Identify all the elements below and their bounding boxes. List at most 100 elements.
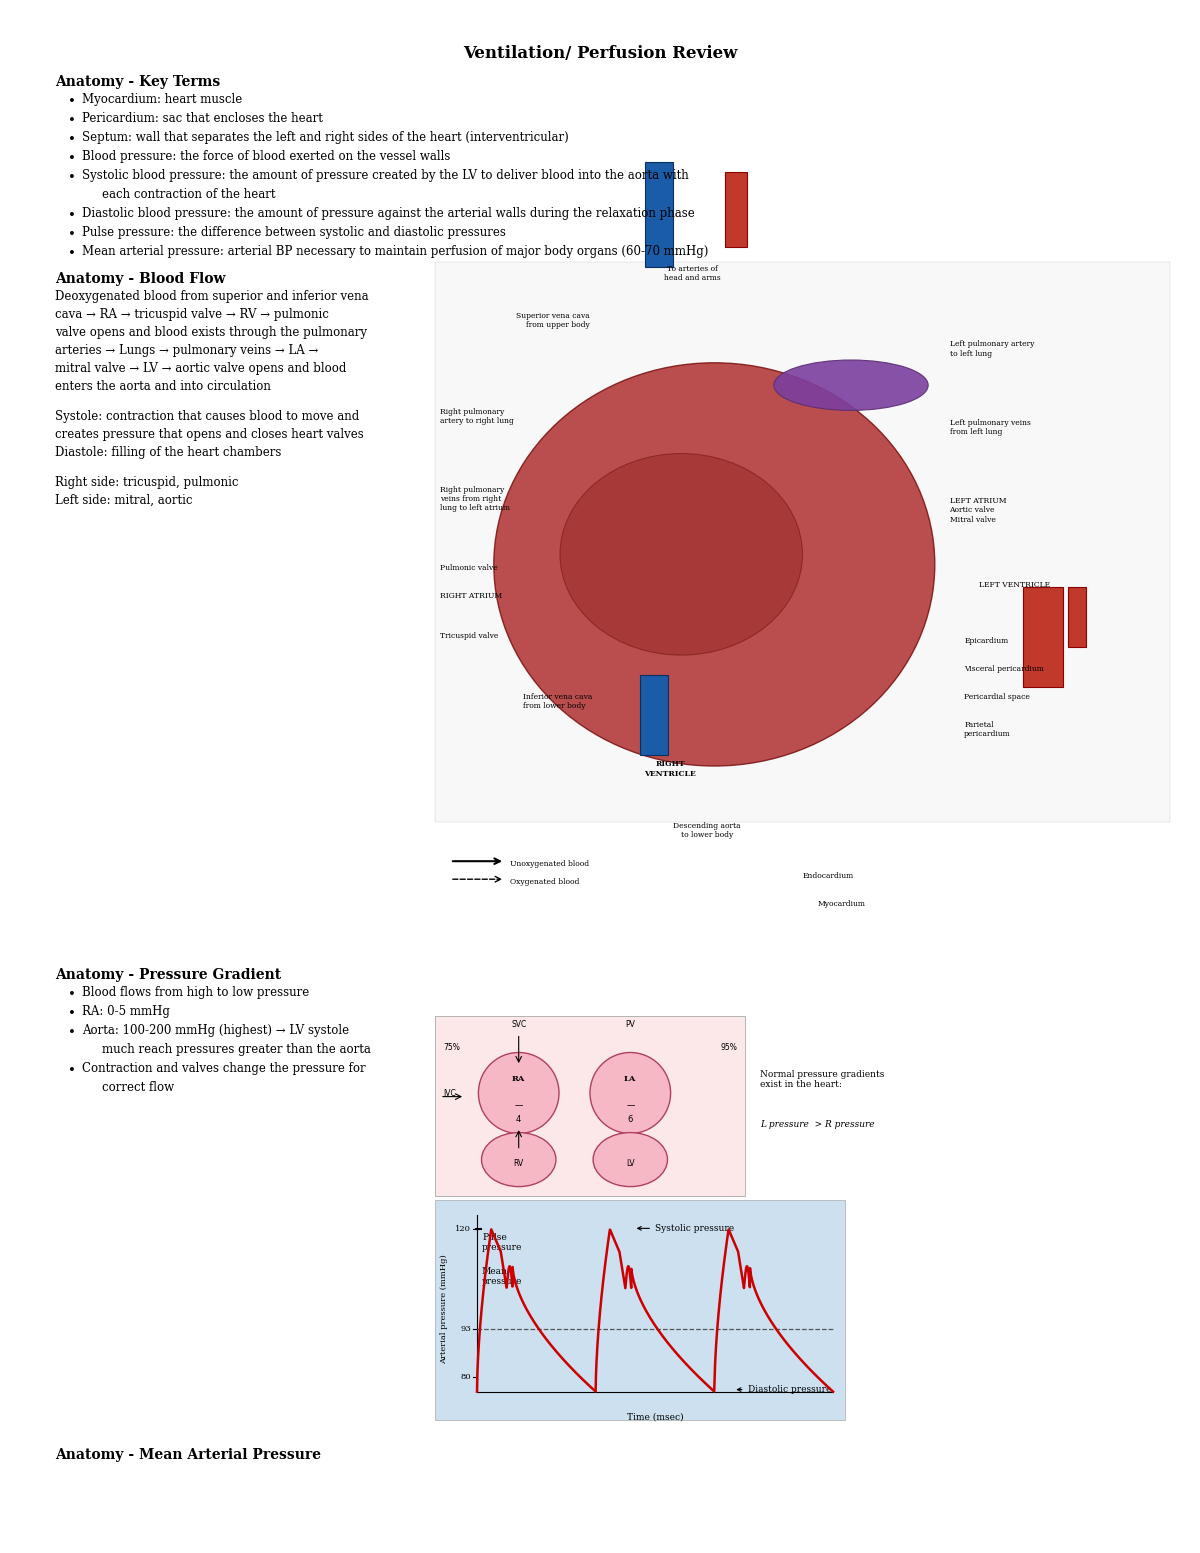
- Text: Deoxygenated blood from superior and inferior vena: Deoxygenated blood from superior and inf…: [55, 290, 368, 303]
- Text: much reach pressures greater than the aorta: much reach pressures greater than the ao…: [88, 1042, 371, 1056]
- Text: To arteries of
head and arms: To arteries of head and arms: [664, 266, 721, 283]
- Text: Tricuspid valve: Tricuspid valve: [440, 632, 498, 640]
- Bar: [1022, 587, 1063, 686]
- Text: Normal pressure gradients
exist in the heart:: Normal pressure gradients exist in the h…: [760, 1070, 884, 1089]
- Ellipse shape: [479, 1053, 559, 1134]
- Ellipse shape: [494, 363, 935, 766]
- Text: Anatomy - Blood Flow: Anatomy - Blood Flow: [55, 272, 226, 286]
- Text: RIGHT
VENTRICLE: RIGHT VENTRICLE: [644, 761, 696, 778]
- Text: Left pulmonary artery
to left lung: Left pulmonary artery to left lung: [949, 340, 1034, 357]
- Text: creates pressure that opens and closes heart valves: creates pressure that opens and closes h…: [55, 429, 364, 441]
- Text: Anatomy - Mean Arterial Pressure: Anatomy - Mean Arterial Pressure: [55, 1447, 322, 1461]
- Text: Blood pressure: the force of blood exerted on the vessel walls: Blood pressure: the force of blood exert…: [82, 151, 450, 163]
- Text: Contraction and valves change the pressure for: Contraction and valves change the pressu…: [82, 1062, 366, 1075]
- Text: Descending aorta
to lower body: Descending aorta to lower body: [673, 822, 740, 839]
- Text: Anatomy - Key Terms: Anatomy - Key Terms: [55, 75, 221, 89]
- FancyBboxPatch shape: [436, 262, 1170, 822]
- Text: 93: 93: [461, 1325, 470, 1332]
- Text: Anatomy - Pressure Gradient: Anatomy - Pressure Gradient: [55, 968, 281, 981]
- Text: valve opens and blood exists through the pulmonary: valve opens and blood exists through the…: [55, 326, 367, 339]
- Text: Left side: mitral, aortic: Left side: mitral, aortic: [55, 494, 192, 506]
- Text: Pulse
pressure: Pulse pressure: [482, 1233, 522, 1252]
- Text: Arterial pressure (mmHg): Arterial pressure (mmHg): [440, 1255, 448, 1365]
- FancyBboxPatch shape: [436, 1016, 745, 1196]
- Text: Myocardium: heart muscle: Myocardium: heart muscle: [82, 93, 242, 106]
- Text: •: •: [68, 228, 76, 241]
- Ellipse shape: [593, 1132, 667, 1186]
- Text: RV: RV: [514, 1159, 524, 1168]
- Text: Right pulmonary
veins from right
lung to left atrium: Right pulmonary veins from right lung to…: [440, 486, 510, 512]
- Text: 120: 120: [455, 1225, 470, 1233]
- Text: Aorta: 100-200 mmHg (highest) → LV systole: Aorta: 100-200 mmHg (highest) → LV systo…: [82, 1023, 349, 1036]
- Text: Superior vena cava
from upper body: Superior vena cava from upper body: [516, 312, 590, 329]
- Text: cava → RA → tricuspid valve → RV → pulmonic: cava → RA → tricuspid valve → RV → pulmo…: [55, 307, 329, 321]
- Text: —: —: [626, 1101, 635, 1110]
- Text: •: •: [68, 1006, 76, 1020]
- Text: Pericardial space: Pericardial space: [965, 693, 1030, 702]
- Text: enters the aorta and into circulation: enters the aorta and into circulation: [55, 380, 271, 393]
- Text: SVC: SVC: [511, 1020, 527, 1028]
- Text: LEFT ATRIUM
Aortic valve
Mitral valve: LEFT ATRIUM Aortic valve Mitral valve: [949, 497, 1006, 523]
- Text: RIGHT ATRIUM: RIGHT ATRIUM: [440, 592, 502, 601]
- Text: •: •: [68, 113, 76, 127]
- Bar: [1068, 587, 1086, 646]
- Text: 95%: 95%: [720, 1044, 737, 1053]
- Text: Diastolic blood pressure: the amount of pressure against the arterial walls duri: Diastolic blood pressure: the amount of …: [82, 207, 695, 221]
- Bar: [725, 172, 748, 247]
- Text: •: •: [68, 210, 76, 222]
- Text: Left pulmonary veins
from left lung: Left pulmonary veins from left lung: [949, 419, 1031, 436]
- Text: •: •: [68, 988, 76, 1000]
- Text: Myocardium: Myocardium: [817, 901, 865, 909]
- Text: •: •: [68, 95, 76, 109]
- Text: 75%: 75%: [443, 1044, 460, 1053]
- Text: Ventilation/ Perfusion Review: Ventilation/ Perfusion Review: [463, 45, 737, 62]
- Ellipse shape: [560, 453, 803, 655]
- Text: Mean arterial pressure: arterial BP necessary to maintain perfusion of major bod: Mean arterial pressure: arterial BP nece…: [82, 245, 708, 258]
- Text: Visceral pericardium: Visceral pericardium: [965, 665, 1044, 672]
- FancyBboxPatch shape: [436, 1199, 845, 1419]
- Text: —: —: [515, 1101, 523, 1110]
- Text: Septum: wall that separates the left and right sides of the heart (interventricu: Septum: wall that separates the left and…: [82, 130, 569, 144]
- Text: 80: 80: [461, 1373, 470, 1381]
- Text: Mean
pressure: Mean pressure: [482, 1267, 522, 1286]
- Ellipse shape: [774, 360, 928, 410]
- Text: each contraction of the heart: each contraction of the heart: [88, 188, 276, 200]
- Text: LA: LA: [624, 1075, 636, 1082]
- Text: 4: 4: [516, 1115, 521, 1124]
- Text: •: •: [68, 1064, 76, 1076]
- Text: Inferior vena cava
from lower body: Inferior vena cava from lower body: [523, 693, 593, 710]
- Ellipse shape: [481, 1132, 556, 1186]
- Text: Pulse pressure: the difference between systolic and diastolic pressures: Pulse pressure: the difference between s…: [82, 227, 506, 239]
- Text: Right side: tricuspid, pulmonic: Right side: tricuspid, pulmonic: [55, 477, 239, 489]
- Text: RA: 0-5 mmHg: RA: 0-5 mmHg: [82, 1005, 170, 1017]
- Text: Diastole: filling of the heart chambers: Diastole: filling of the heart chambers: [55, 446, 281, 460]
- Text: LV: LV: [626, 1159, 635, 1168]
- Text: IVC: IVC: [443, 1089, 456, 1098]
- Text: Epicardium: Epicardium: [965, 637, 1008, 644]
- Text: L pressure  > R pressure: L pressure > R pressure: [760, 1120, 875, 1129]
- Text: arteries → Lungs → pulmonary veins → LA →: arteries → Lungs → pulmonary veins → LA …: [55, 345, 318, 357]
- Text: Oxygenated blood: Oxygenated blood: [510, 877, 580, 887]
- Text: 6: 6: [628, 1115, 632, 1124]
- Bar: [640, 676, 668, 755]
- Text: Right pulmonary
artery to right lung: Right pulmonary artery to right lung: [440, 407, 514, 426]
- Text: PV: PV: [625, 1020, 635, 1028]
- Text: mitral valve → LV → aortic valve opens and blood: mitral valve → LV → aortic valve opens a…: [55, 362, 347, 374]
- Text: Systole: contraction that causes blood to move and: Systole: contraction that causes blood t…: [55, 410, 359, 422]
- Text: •: •: [68, 171, 76, 183]
- Text: •: •: [68, 152, 76, 165]
- Text: LEFT VENTRICLE: LEFT VENTRICLE: [979, 581, 1050, 589]
- Text: •: •: [68, 247, 76, 259]
- Text: Parietal
pericardium: Parietal pericardium: [965, 721, 1010, 738]
- Text: Endocardium: Endocardium: [803, 873, 853, 881]
- Text: Pericardium: sac that encloses the heart: Pericardium: sac that encloses the heart: [82, 112, 323, 124]
- Text: Systolic blood pressure: the amount of pressure created by the LV to deliver blo: Systolic blood pressure: the amount of p…: [82, 169, 689, 182]
- Text: •: •: [68, 134, 76, 146]
- Text: Blood flows from high to low pressure: Blood flows from high to low pressure: [82, 986, 310, 999]
- Text: Diastolic pressure: Diastolic pressure: [737, 1385, 830, 1395]
- Text: Unoxygenated blood: Unoxygenated blood: [510, 860, 589, 868]
- Text: •: •: [68, 1025, 76, 1039]
- Text: correct flow: correct flow: [88, 1081, 174, 1093]
- Text: Systolic pressure: Systolic pressure: [637, 1224, 734, 1233]
- Ellipse shape: [590, 1053, 671, 1134]
